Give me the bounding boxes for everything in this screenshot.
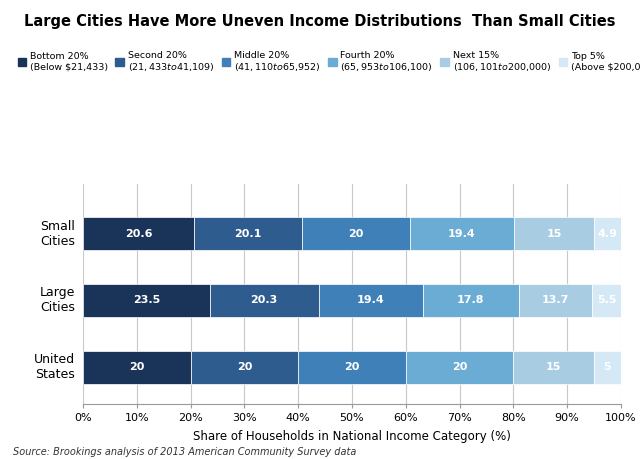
Text: 19.4: 19.4 <box>357 296 385 305</box>
Bar <box>406 351 513 384</box>
Text: 20.3: 20.3 <box>250 296 278 305</box>
Text: 20: 20 <box>348 229 364 239</box>
Bar <box>513 351 594 384</box>
Text: 20: 20 <box>452 362 467 372</box>
Text: 20.6: 20.6 <box>125 229 152 239</box>
Text: 20: 20 <box>237 362 252 372</box>
Text: 15: 15 <box>546 362 561 372</box>
Text: 15: 15 <box>547 229 562 239</box>
Bar <box>319 284 423 317</box>
Bar <box>595 217 621 250</box>
Text: 4.9: 4.9 <box>598 229 618 239</box>
Bar <box>298 351 406 384</box>
Legend: Bottom 20%
(Below $21,433), Second 20%
($21,433 to $41,109), Middle 20%
($41,110: Bottom 20% (Below $21,433), Second 20% (… <box>17 50 640 73</box>
Bar <box>423 284 518 317</box>
Text: 19.4: 19.4 <box>448 229 476 239</box>
Bar <box>83 284 209 317</box>
Text: 20: 20 <box>344 362 360 372</box>
Text: 5.5: 5.5 <box>597 296 617 305</box>
Bar <box>410 217 514 250</box>
Text: 20.1: 20.1 <box>234 229 262 239</box>
Bar <box>592 284 622 317</box>
Bar <box>191 351 298 384</box>
Bar <box>518 284 592 317</box>
Text: 23.5: 23.5 <box>132 296 160 305</box>
Bar <box>194 217 302 250</box>
Text: Large Cities Have More Uneven Income Distributions  Than Small Cities: Large Cities Have More Uneven Income Dis… <box>24 14 616 29</box>
Bar <box>83 351 191 384</box>
Text: 17.8: 17.8 <box>457 296 484 305</box>
Text: 5: 5 <box>604 362 611 372</box>
Bar <box>514 217 595 250</box>
Text: Source: Brookings analysis of 2013 American Community Survey data: Source: Brookings analysis of 2013 Ameri… <box>13 447 356 457</box>
X-axis label: Share of Households in National Income Category (%): Share of Households in National Income C… <box>193 430 511 443</box>
Text: 13.7: 13.7 <box>542 296 569 305</box>
Bar <box>209 284 319 317</box>
Bar <box>302 217 410 250</box>
Bar <box>83 217 194 250</box>
Bar <box>594 351 621 384</box>
Text: 20: 20 <box>129 362 145 372</box>
